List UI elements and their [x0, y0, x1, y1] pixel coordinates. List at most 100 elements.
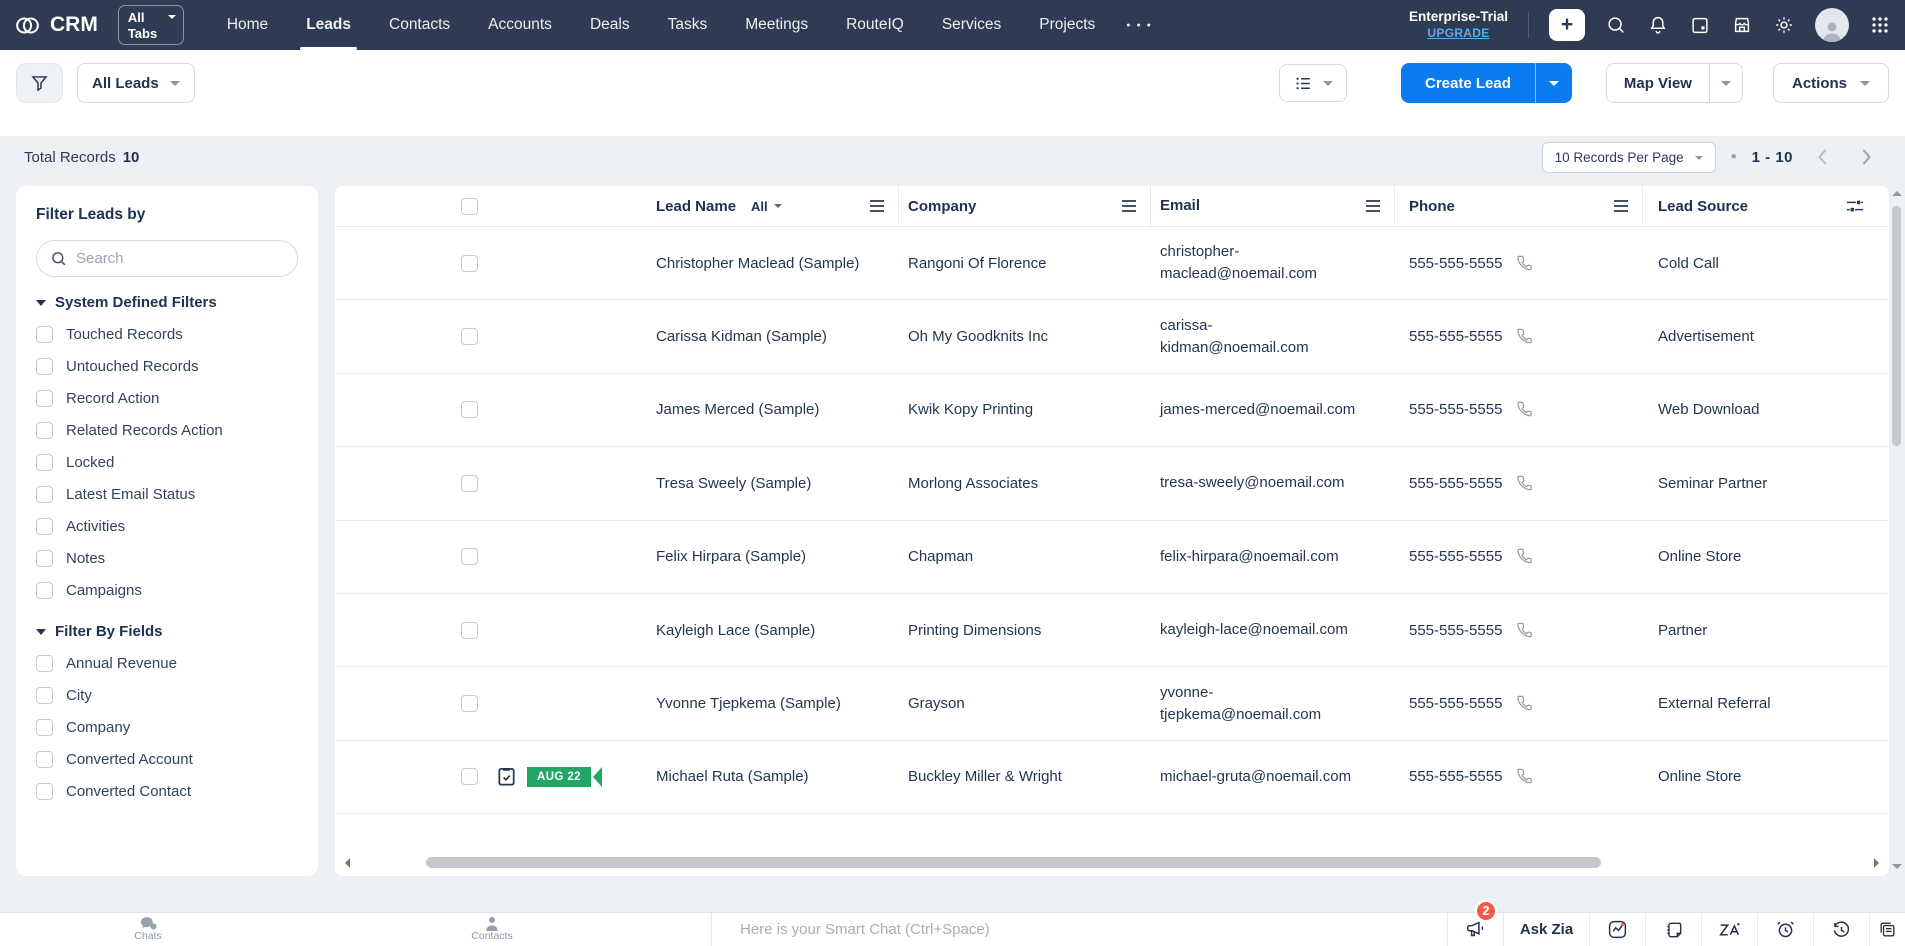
phone-icon[interactable] — [1515, 254, 1534, 273]
checkbox[interactable] — [36, 549, 53, 567]
announcements-button[interactable]: 2 — [1447, 900, 1503, 946]
lead-name[interactable]: Carissa Kidman (Sample) — [656, 328, 827, 346]
lead-name[interactable]: Christopher Maclead (Sample) — [656, 254, 860, 272]
checkbox[interactable] — [36, 581, 53, 599]
col-email[interactable]: Email — [1160, 197, 1201, 215]
zia-insights-button[interactable] — [1589, 913, 1645, 946]
section-system-defined-filters[interactable]: System Defined Filters — [36, 294, 298, 311]
row-checkbox[interactable] — [461, 621, 478, 639]
reminders-alarm-button[interactable] — [1757, 913, 1813, 946]
search-input[interactable] — [76, 250, 284, 267]
column-menu-icon[interactable] — [1121, 199, 1137, 213]
col-lead-name[interactable]: Lead Name — [656, 197, 737, 215]
filter-checkbox-item[interactable]: City — [36, 679, 298, 711]
checkbox[interactable] — [36, 421, 53, 439]
lead-name-filter-dropdown[interactable]: All — [751, 199, 782, 214]
filter-checkbox-item[interactable]: Locked — [36, 446, 298, 478]
table-row[interactable]: James Merced (Sample) Kwik Kopy Printing… — [335, 373, 1889, 448]
row-checkbox[interactable] — [461, 328, 478, 346]
filter-checkbox-item[interactable]: Company — [36, 711, 298, 743]
nav-tab[interactable]: Tasks — [667, 16, 708, 33]
all-tabs-selector[interactable]: All Tabs — [117, 5, 184, 45]
zia-signature-button[interactable] — [1701, 913, 1757, 946]
phone-icon[interactable] — [1515, 694, 1534, 713]
col-phone[interactable]: Phone — [1409, 197, 1455, 215]
row-checkbox[interactable] — [461, 401, 478, 419]
filter-checkbox-item[interactable]: Campaigns — [36, 574, 298, 606]
previous-page-button[interactable] — [1808, 148, 1837, 166]
phone-icon[interactable] — [1515, 474, 1534, 493]
column-menu-icon[interactable] — [1365, 199, 1381, 213]
table-row[interactable]: Kayleigh Lace (Sample) Printing Dimensio… — [335, 593, 1889, 668]
checkbox[interactable] — [36, 517, 53, 535]
copied-items-button[interactable] — [1869, 913, 1905, 946]
vertical-scrollbar[interactable] — [1890, 186, 1903, 876]
list-view-selector[interactable]: All Leads — [77, 63, 195, 103]
calendar-icon[interactable] — [1689, 14, 1711, 36]
lead-name[interactable]: Michael Ruta (Sample) — [656, 768, 809, 786]
horizontal-scroll-thumb[interactable] — [426, 857, 1601, 868]
notes-button[interactable] — [1645, 913, 1701, 946]
column-settings-icon[interactable] — [1846, 198, 1864, 214]
row-checkbox[interactable] — [461, 768, 478, 786]
table-row[interactable]: Carissa Kidman (Sample) Oh My Goodknits … — [335, 300, 1889, 374]
scroll-down-arrow-icon[interactable] — [1891, 864, 1902, 874]
checkbox[interactable] — [36, 485, 53, 503]
ask-zia-button[interactable]: Ask Zia — [1503, 913, 1589, 946]
map-view-dropdown[interactable] — [1708, 64, 1742, 102]
column-menu-icon[interactable] — [869, 199, 885, 213]
filter-checkbox-item[interactable]: Touched Records — [36, 318, 298, 350]
contacts-dock-item[interactable]: Contacts — [460, 916, 524, 943]
search-icon[interactable] — [1605, 14, 1627, 36]
table-row[interactable]: AUG 22 Michael Ruta (Sample) Buckley Mil… — [335, 740, 1889, 815]
lead-name[interactable]: Tresa Sweely (Sample) — [656, 474, 812, 492]
lead-name[interactable]: Yvonne Tjepkema (Sample) — [656, 695, 841, 713]
nav-tab[interactable]: Home — [226, 16, 269, 33]
row-checkbox[interactable] — [461, 254, 478, 272]
col-company[interactable]: Company — [908, 197, 977, 215]
phone-icon[interactable] — [1515, 400, 1534, 419]
checkbox[interactable] — [36, 325, 53, 343]
smart-chat-input[interactable] — [712, 913, 1447, 946]
filter-checkbox-item[interactable]: Annual Revenue — [36, 647, 298, 679]
nav-tab[interactable]: Projects — [1039, 16, 1096, 33]
checkbox[interactable] — [36, 718, 53, 736]
records-per-page-selector[interactable]: 10 Records Per Page — [1541, 141, 1716, 173]
phone-icon[interactable] — [1515, 621, 1534, 640]
filter-button[interactable] — [16, 63, 63, 103]
select-all-checkbox[interactable] — [461, 197, 478, 215]
row-checkbox[interactable] — [461, 695, 478, 713]
nav-tab[interactable]: Accounts — [488, 16, 552, 33]
table-row[interactable]: Yvonne Tjepkema (Sample) Grayson yvonne-… — [335, 667, 1889, 741]
actions-button[interactable]: Actions — [1772, 63, 1889, 103]
notifications-bell-icon[interactable] — [1647, 14, 1669, 36]
nav-tab[interactable]: Contacts — [389, 16, 451, 33]
apps-grid-icon[interactable] — [1869, 14, 1891, 36]
more-modules-button[interactable]: ● ● ● — [1126, 21, 1153, 29]
lead-name[interactable]: James Merced (Sample) — [656, 401, 820, 419]
table-row[interactable]: Theola Frey (Sample) Dal Tile Corporatio… — [335, 814, 1889, 827]
checkbox[interactable] — [36, 750, 53, 768]
create-lead-button[interactable]: Create Lead — [1401, 63, 1535, 103]
chats-dock-item[interactable]: Chats — [116, 916, 180, 943]
user-avatar[interactable] — [1815, 8, 1849, 42]
scroll-right-arrow-icon[interactable] — [1874, 857, 1884, 868]
phone-icon[interactable] — [1515, 547, 1534, 566]
table-row[interactable]: Felix Hirpara (Sample) Chapman felix-hir… — [335, 520, 1889, 594]
checkbox[interactable] — [36, 357, 53, 375]
lead-name[interactable]: Kayleigh Lace (Sample) — [656, 621, 816, 639]
lead-name[interactable]: Felix Hirpara (Sample) — [656, 548, 807, 566]
filter-checkbox-item[interactable]: Record Action — [36, 382, 298, 414]
quick-create-button[interactable]: + — [1549, 9, 1585, 41]
filter-checkbox-item[interactable]: Activities — [36, 510, 298, 542]
scroll-up-arrow-icon[interactable] — [1891, 186, 1902, 196]
nav-tab[interactable]: Leads — [287, 0, 370, 50]
phone-icon[interactable] — [1515, 767, 1534, 786]
vertical-scroll-thumb[interactable] — [1892, 206, 1901, 446]
phone-icon[interactable] — [1515, 327, 1534, 346]
table-row[interactable]: Tresa Sweely (Sample) Morlong Associates… — [335, 447, 1889, 521]
settings-gear-icon[interactable] — [1773, 14, 1795, 36]
section-filter-by-fields[interactable]: Filter By Fields — [36, 623, 298, 640]
filter-checkbox-item[interactable]: Latest Email Status — [36, 478, 298, 510]
next-page-button[interactable] — [1852, 148, 1881, 166]
